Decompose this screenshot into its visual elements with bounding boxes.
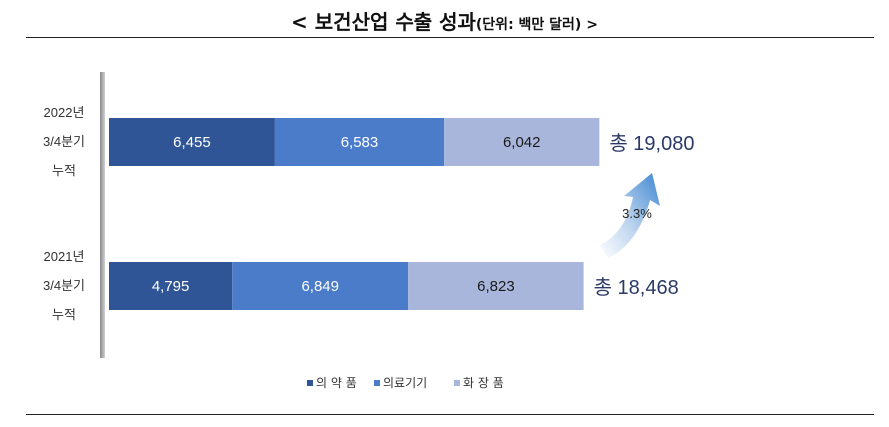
legend-swatch [307, 380, 313, 386]
legend-label: 의 약 품 [316, 375, 357, 390]
category-label: 2022년 [44, 105, 85, 120]
total-label: 총 18,468 [594, 276, 679, 299]
bar-segment [274, 118, 445, 166]
growth-rate-label: 3.3% [622, 206, 652, 221]
chart-title-main: < 보건산업 수출 성과 [291, 10, 476, 34]
top-rule [26, 37, 874, 38]
bar-segment [232, 262, 409, 310]
bar-segment [444, 118, 600, 166]
legend-swatch [454, 380, 460, 386]
category-axis [100, 72, 105, 358]
category-label: 3/4분기 [43, 134, 85, 149]
category-label: 누적 [52, 163, 76, 178]
growth-arrow-icon [600, 173, 660, 258]
chart-title: < 보건산업 수출 성과(단위: 백만 달러) > [0, 6, 889, 35]
bar-segment [109, 262, 233, 310]
bar-value-label: 6,455 [173, 134, 211, 151]
bar-value-label: 4,795 [152, 278, 190, 295]
total-label: 총 19,080 [609, 132, 694, 155]
bar-segment [408, 262, 584, 310]
category-label: 2021년 [44, 249, 85, 264]
bar-value-label: 6,823 [477, 278, 515, 295]
bar-segment [109, 118, 275, 166]
legend-label: 의료기기 [383, 376, 427, 390]
chart-title-unit: (단위: 백만 달러) > [475, 17, 598, 33]
legend-swatch [374, 380, 380, 386]
category-label: 누적 [52, 307, 76, 322]
bar-value-label: 6,583 [341, 134, 379, 151]
category-label: 3/4분기 [43, 278, 85, 293]
bottom-rule [26, 414, 874, 415]
legend-label: 화 장 품 [463, 376, 504, 390]
bar-value-label: 6,042 [503, 134, 541, 151]
bar-value-label: 6,849 [301, 278, 339, 295]
